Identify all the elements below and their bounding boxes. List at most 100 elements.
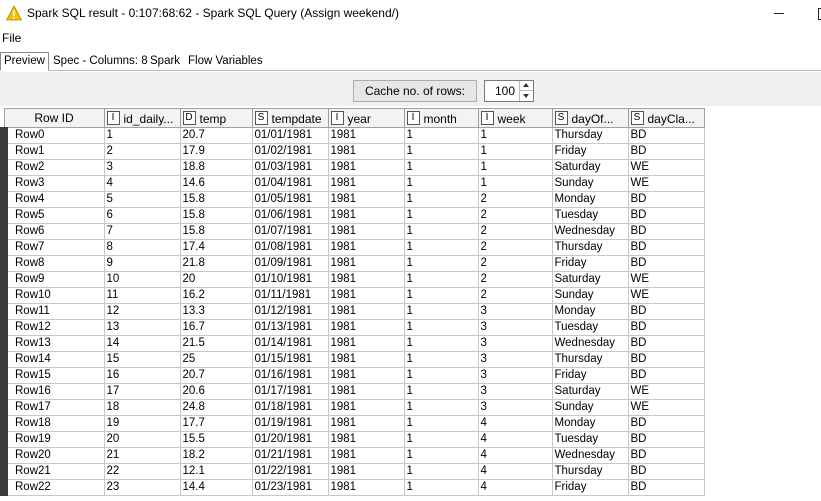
year-cell[interactable]: 1981 xyxy=(327,255,405,272)
id-daily-cell[interactable]: 8 xyxy=(103,239,181,256)
temp-cell[interactable]: 13.3 xyxy=(179,303,253,320)
day-class-cell[interactable]: BD xyxy=(627,303,705,320)
day-class-cell[interactable]: BD xyxy=(627,367,705,384)
table-row[interactable]: Row2 3 18.8 01/03/1981 1981 1 1 Saturday WE xyxy=(0,159,705,176)
day-of-week-cell[interactable]: Tuesday xyxy=(551,431,629,448)
day-of-week-cell[interactable]: Sunday xyxy=(551,399,629,416)
id-daily-cell[interactable]: 16 xyxy=(103,367,181,384)
month-cell[interactable]: 1 xyxy=(403,319,479,336)
day-of-week-cell[interactable]: Thursday xyxy=(551,463,629,480)
id-daily-cell[interactable]: 10 xyxy=(103,271,181,288)
week-cell[interactable]: 4 xyxy=(477,479,553,496)
table-row[interactable]: Row5 6 15.8 01/06/1981 1981 1 2 Tuesday BD xyxy=(0,207,705,224)
tempdate-cell[interactable]: 01/20/1981 xyxy=(251,431,329,448)
month-cell[interactable]: 1 xyxy=(403,303,479,320)
month-cell[interactable]: 1 xyxy=(403,271,479,288)
row-id-cell[interactable]: Row14 xyxy=(0,351,105,368)
id-daily-cell[interactable]: 14 xyxy=(103,335,181,352)
month-cell[interactable]: 1 xyxy=(403,335,479,352)
temp-cell[interactable]: 17.4 xyxy=(179,239,253,256)
cache-rows-value[interactable]: 100 xyxy=(494,84,515,98)
table-row[interactable]: Row8 9 21.8 01/09/1981 1981 1 2 Friday BD xyxy=(0,255,705,272)
day-of-week-cell[interactable]: Tuesday xyxy=(551,319,629,336)
month-cell[interactable]: 1 xyxy=(403,127,479,144)
id-daily-cell[interactable]: 22 xyxy=(103,463,181,480)
month-cell[interactable]: 1 xyxy=(403,239,479,256)
row-id-cell[interactable]: Row5 xyxy=(0,207,105,224)
day-class-cell[interactable]: BD xyxy=(627,191,705,208)
row-id-cell[interactable]: Row7 xyxy=(0,239,105,256)
year-cell[interactable]: 1981 xyxy=(327,127,405,144)
tempdate-cell[interactable]: 01/05/1981 xyxy=(251,191,329,208)
day-of-week-cell[interactable]: Friday xyxy=(551,143,629,160)
row-id-cell[interactable]: Row13 xyxy=(0,335,105,352)
row-id-cell[interactable]: Row8 xyxy=(0,255,105,272)
week-cell[interactable]: 4 xyxy=(477,463,553,480)
tempdate-cell[interactable]: 01/18/1981 xyxy=(251,399,329,416)
id-daily-cell[interactable]: 21 xyxy=(103,447,181,464)
year-cell[interactable]: 1981 xyxy=(327,335,405,352)
table-row[interactable]: Row7 8 17.4 01/08/1981 1981 1 2 Thursday BD xyxy=(0,239,705,256)
temp-cell[interactable]: 14.4 xyxy=(179,479,253,496)
year-cell[interactable]: 1981 xyxy=(327,383,405,400)
table-row[interactable]: Row18 19 17.7 01/19/1981 1981 1 4 Monday BD xyxy=(0,415,705,432)
day-of-week-cell[interactable]: Friday xyxy=(551,479,629,496)
id-daily-cell[interactable]: 12 xyxy=(103,303,181,320)
day-of-week-cell[interactable]: Saturday xyxy=(551,271,629,288)
week-cell[interactable]: 3 xyxy=(477,335,553,352)
temp-cell[interactable]: 15.5 xyxy=(179,431,253,448)
tempdate-cell[interactable]: 01/04/1981 xyxy=(251,175,329,192)
row-id-cell[interactable]: Row16 xyxy=(0,383,105,400)
year-cell[interactable]: 1981 xyxy=(327,159,405,176)
row-id-cell[interactable]: Row2 xyxy=(0,159,105,176)
day-of-week-cell[interactable]: Friday xyxy=(551,255,629,272)
row-id-cell[interactable]: Row21 xyxy=(0,463,105,480)
table-row[interactable]: Row6 7 15.8 01/07/1981 1981 1 2 Wednesday BD xyxy=(0,223,705,240)
day-class-cell[interactable]: BD xyxy=(627,143,705,160)
id-daily-cell[interactable]: 20 xyxy=(103,431,181,448)
week-cell[interactable]: 2 xyxy=(477,239,553,256)
day-class-cell[interactable]: BD xyxy=(627,463,705,480)
row-id-cell[interactable]: Row12 xyxy=(0,319,105,336)
month-cell[interactable]: 1 xyxy=(403,415,479,432)
table-row[interactable]: Row17 18 24.8 01/18/1981 1981 1 3 Sunday WE xyxy=(0,399,705,416)
tempdate-cell[interactable]: 01/01/1981 xyxy=(251,127,329,144)
tempdate-cell[interactable]: 01/06/1981 xyxy=(251,207,329,224)
tempdate-cell[interactable]: 01/10/1981 xyxy=(251,271,329,288)
temp-cell[interactable]: 15.8 xyxy=(179,191,253,208)
temp-cell[interactable]: 18.8 xyxy=(179,159,253,176)
day-of-week-cell[interactable]: Saturday xyxy=(551,383,629,400)
day-of-week-cell[interactable]: Sunday xyxy=(551,175,629,192)
temp-cell[interactable]: 12.1 xyxy=(179,463,253,480)
temp-cell[interactable]: 17.7 xyxy=(179,415,253,432)
table-row[interactable]: Row11 12 13.3 01/12/1981 1981 1 3 Monday BD xyxy=(0,303,705,320)
year-cell[interactable]: 1981 xyxy=(327,351,405,368)
day-class-cell[interactable]: WE xyxy=(627,271,705,288)
row-id-cell[interactable]: Row17 xyxy=(0,399,105,416)
temp-cell[interactable]: 25 xyxy=(179,351,253,368)
tempdate-cell[interactable]: 01/03/1981 xyxy=(251,159,329,176)
minimize-button[interactable] xyxy=(756,0,802,27)
week-cell[interactable]: 3 xyxy=(477,367,553,384)
week-cell[interactable]: 1 xyxy=(477,143,553,160)
day-of-week-cell[interactable]: Monday xyxy=(551,415,629,432)
table-row[interactable]: Row20 21 18.2 01/21/1981 1981 1 4 Wednesday BD xyxy=(0,447,705,464)
id-daily-cell[interactable]: 6 xyxy=(103,207,181,224)
cache-rows-spinner[interactable]: 100 xyxy=(484,80,534,102)
temp-cell[interactable]: 20.6 xyxy=(179,383,253,400)
row-id-cell[interactable]: Row20 xyxy=(0,447,105,464)
day-class-cell[interactable]: BD xyxy=(627,223,705,240)
maximize-button[interactable] xyxy=(802,0,821,27)
year-cell[interactable]: 1981 xyxy=(327,463,405,480)
tempdate-cell[interactable]: 01/08/1981 xyxy=(251,239,329,256)
month-cell[interactable]: 1 xyxy=(403,447,479,464)
week-cell[interactable]: 4 xyxy=(477,431,553,448)
day-class-cell[interactable]: BD xyxy=(627,415,705,432)
month-cell[interactable]: 1 xyxy=(403,143,479,160)
day-of-week-cell[interactable]: Tuesday xyxy=(551,207,629,224)
table-row[interactable]: Row12 13 16.7 01/13/1981 1981 1 3 Tuesday BD xyxy=(0,319,705,336)
row-id-cell[interactable]: Row1 xyxy=(0,143,105,160)
